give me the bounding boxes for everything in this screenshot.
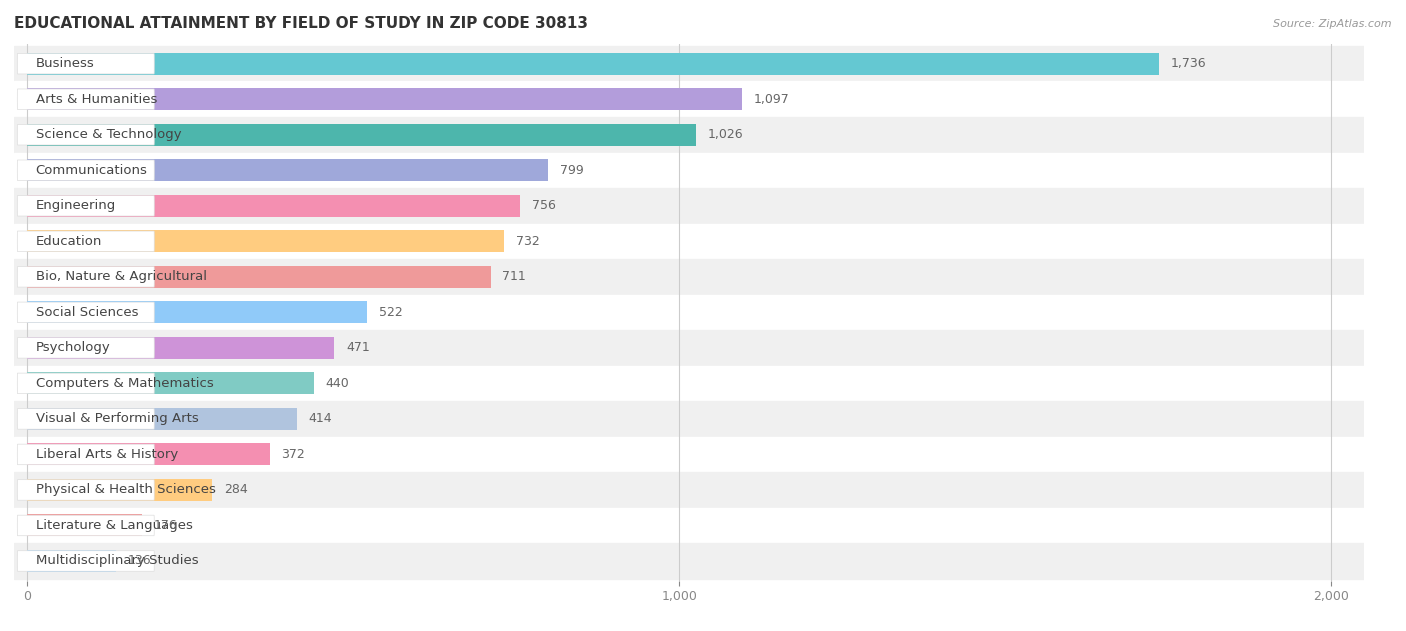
Bar xyxy=(14,330,1364,365)
FancyBboxPatch shape xyxy=(17,373,155,394)
Text: 176: 176 xyxy=(153,519,177,532)
FancyBboxPatch shape xyxy=(17,444,155,464)
Bar xyxy=(14,117,1364,153)
Bar xyxy=(14,508,1364,543)
Bar xyxy=(27,302,367,323)
FancyBboxPatch shape xyxy=(17,54,155,74)
Text: 732: 732 xyxy=(516,235,540,248)
Bar xyxy=(27,124,696,146)
Text: Visual & Performing Arts: Visual & Performing Arts xyxy=(35,413,198,425)
Text: 711: 711 xyxy=(502,270,526,283)
Bar xyxy=(14,259,1364,295)
Bar xyxy=(27,337,335,359)
Text: 414: 414 xyxy=(309,413,332,425)
Bar xyxy=(14,543,1364,579)
Text: 1,736: 1,736 xyxy=(1171,57,1206,70)
Text: 1,026: 1,026 xyxy=(707,128,744,141)
Text: 440: 440 xyxy=(326,377,350,390)
Bar xyxy=(27,444,270,466)
FancyBboxPatch shape xyxy=(17,551,155,571)
Bar xyxy=(27,408,297,430)
Text: 372: 372 xyxy=(281,448,305,461)
FancyBboxPatch shape xyxy=(17,302,155,322)
FancyBboxPatch shape xyxy=(17,89,155,110)
Bar xyxy=(27,195,520,217)
FancyBboxPatch shape xyxy=(17,196,155,216)
Text: EDUCATIONAL ATTAINMENT BY FIELD OF STUDY IN ZIP CODE 30813: EDUCATIONAL ATTAINMENT BY FIELD OF STUDY… xyxy=(14,16,588,30)
Bar xyxy=(14,81,1364,117)
Text: Physical & Health Sciences: Physical & Health Sciences xyxy=(35,483,215,497)
Bar xyxy=(14,401,1364,437)
Bar xyxy=(14,223,1364,259)
Bar xyxy=(27,53,1159,74)
FancyBboxPatch shape xyxy=(17,409,155,429)
Bar xyxy=(27,266,491,288)
Text: Bio, Nature & Agricultural: Bio, Nature & Agricultural xyxy=(35,270,207,283)
Bar xyxy=(14,437,1364,472)
Bar xyxy=(14,365,1364,401)
Bar xyxy=(27,159,548,181)
FancyBboxPatch shape xyxy=(17,231,155,252)
FancyBboxPatch shape xyxy=(17,160,155,180)
Bar xyxy=(14,188,1364,223)
Text: Multidisciplinary Studies: Multidisciplinary Studies xyxy=(35,555,198,567)
Bar xyxy=(27,230,505,252)
FancyBboxPatch shape xyxy=(17,515,155,536)
FancyBboxPatch shape xyxy=(17,480,155,500)
Text: Computers & Mathematics: Computers & Mathematics xyxy=(35,377,214,390)
FancyBboxPatch shape xyxy=(17,124,155,145)
Text: Engineering: Engineering xyxy=(35,199,115,212)
Bar xyxy=(27,88,742,110)
Text: Psychology: Psychology xyxy=(35,341,110,355)
Text: Communications: Communications xyxy=(35,164,148,177)
Bar xyxy=(14,295,1364,330)
Bar xyxy=(27,550,115,572)
Text: 471: 471 xyxy=(346,341,370,355)
Bar xyxy=(27,479,212,501)
FancyBboxPatch shape xyxy=(17,266,155,287)
Text: Arts & Humanities: Arts & Humanities xyxy=(35,93,157,106)
Text: 136: 136 xyxy=(128,555,150,567)
FancyBboxPatch shape xyxy=(17,338,155,358)
Text: 799: 799 xyxy=(560,164,583,177)
Text: 1,097: 1,097 xyxy=(754,93,790,106)
Text: 522: 522 xyxy=(380,306,404,319)
Text: Social Sciences: Social Sciences xyxy=(35,306,138,319)
Text: Liberal Arts & History: Liberal Arts & History xyxy=(35,448,177,461)
Bar xyxy=(14,153,1364,188)
Text: 284: 284 xyxy=(224,483,247,497)
Text: 756: 756 xyxy=(531,199,555,212)
Text: Business: Business xyxy=(35,57,94,70)
Bar xyxy=(27,372,314,394)
Bar xyxy=(14,472,1364,508)
Text: Source: ZipAtlas.com: Source: ZipAtlas.com xyxy=(1274,19,1392,29)
Text: Science & Technology: Science & Technology xyxy=(35,128,181,141)
Bar xyxy=(27,514,142,536)
Text: Literature & Languages: Literature & Languages xyxy=(35,519,193,532)
Text: Education: Education xyxy=(35,235,103,248)
Bar xyxy=(14,46,1364,81)
